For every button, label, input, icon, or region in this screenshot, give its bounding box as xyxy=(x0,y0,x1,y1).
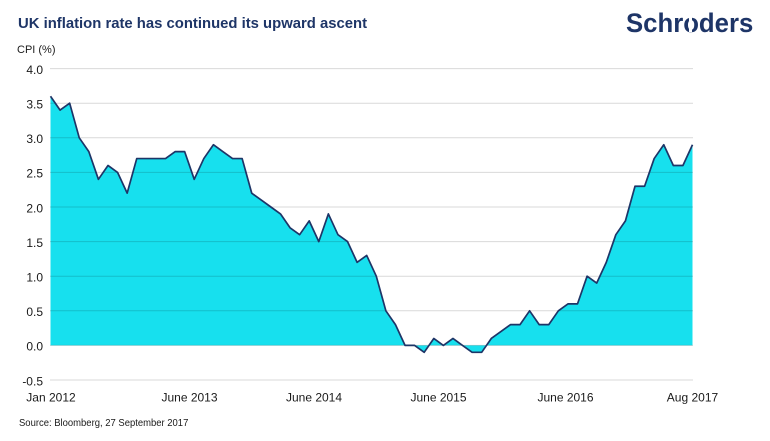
svg-text:4.0: 4.0 xyxy=(26,63,43,77)
svg-text:June 2016: June 2016 xyxy=(537,390,593,404)
svg-text:2.5: 2.5 xyxy=(26,167,43,181)
svg-text:0.5: 0.5 xyxy=(26,305,43,319)
svg-text:3.5: 3.5 xyxy=(26,98,43,112)
svg-text:Jan 2012: Jan 2012 xyxy=(26,390,76,404)
svg-text:-0.5: -0.5 xyxy=(22,374,43,388)
svg-text:3.0: 3.0 xyxy=(26,132,43,146)
svg-text:Aug 2017: Aug 2017 xyxy=(667,390,719,404)
svg-text:1.5: 1.5 xyxy=(26,236,43,250)
svg-text:2.0: 2.0 xyxy=(26,201,43,215)
svg-text:June 2014: June 2014 xyxy=(286,390,342,404)
svg-text:1.0: 1.0 xyxy=(26,271,43,285)
svg-text:June 2013: June 2013 xyxy=(161,390,217,404)
svg-text:0.0: 0.0 xyxy=(26,340,43,354)
svg-text:June 2015: June 2015 xyxy=(410,390,466,404)
